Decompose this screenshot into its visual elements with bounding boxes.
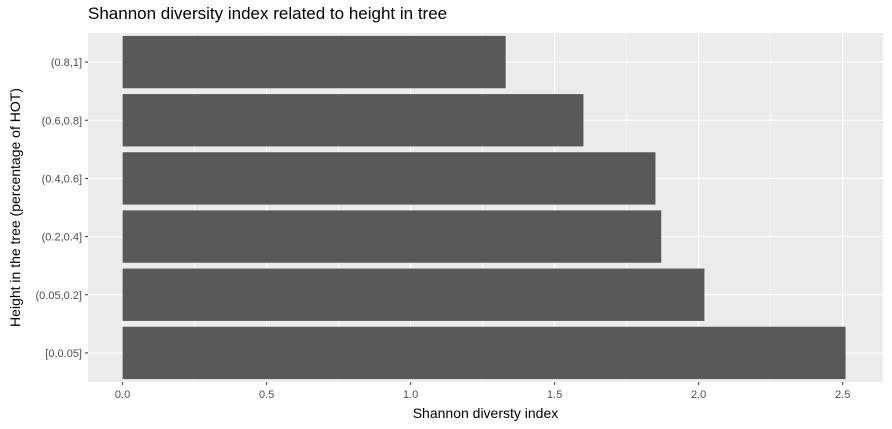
- y-tick-label: (0.2,0.4]: [42, 232, 82, 244]
- bar: [122, 152, 656, 205]
- y-tick-label: [0,0.05]: [45, 348, 82, 360]
- bar: [122, 210, 662, 263]
- y-tick-label: (0.05,0.2]: [36, 290, 82, 302]
- bar: [122, 35, 506, 89]
- bar: [122, 326, 846, 380]
- y-tick-label: (0.4,0.6]: [42, 173, 82, 185]
- y-tick-label: (0.6,0.8]: [42, 115, 82, 127]
- x-tick-label: 1.0: [403, 389, 418, 401]
- bars: [122, 35, 846, 380]
- x-tick-label: 2.5: [835, 389, 850, 401]
- y-axis: [0,0.05] (0.05,0.2] (0.2,0.4] (0.4,0.6] (0.6…: [36, 57, 88, 360]
- x-axis: 0.0 0.5 1.0 1.5 2.0 2.5: [115, 382, 850, 401]
- bar: [122, 268, 705, 321]
- bar: [122, 94, 584, 147]
- x-tick-label: 0.0: [115, 389, 130, 401]
- x-tick-label: 2.0: [691, 389, 706, 401]
- y-tick-label: (0.8,1]: [51, 57, 82, 69]
- x-tick-label: 0.5: [259, 389, 274, 401]
- chart-title: Shannon diversity index related to heigh…: [88, 4, 448, 23]
- x-tick-label: 1.5: [547, 389, 562, 401]
- x-axis-title: Shannon diversty index: [413, 405, 559, 421]
- grid-minor: [194, 33, 771, 382]
- y-axis-title: Height in the tree (percentage of HOT): [7, 88, 23, 327]
- plot-panel: [88, 33, 883, 382]
